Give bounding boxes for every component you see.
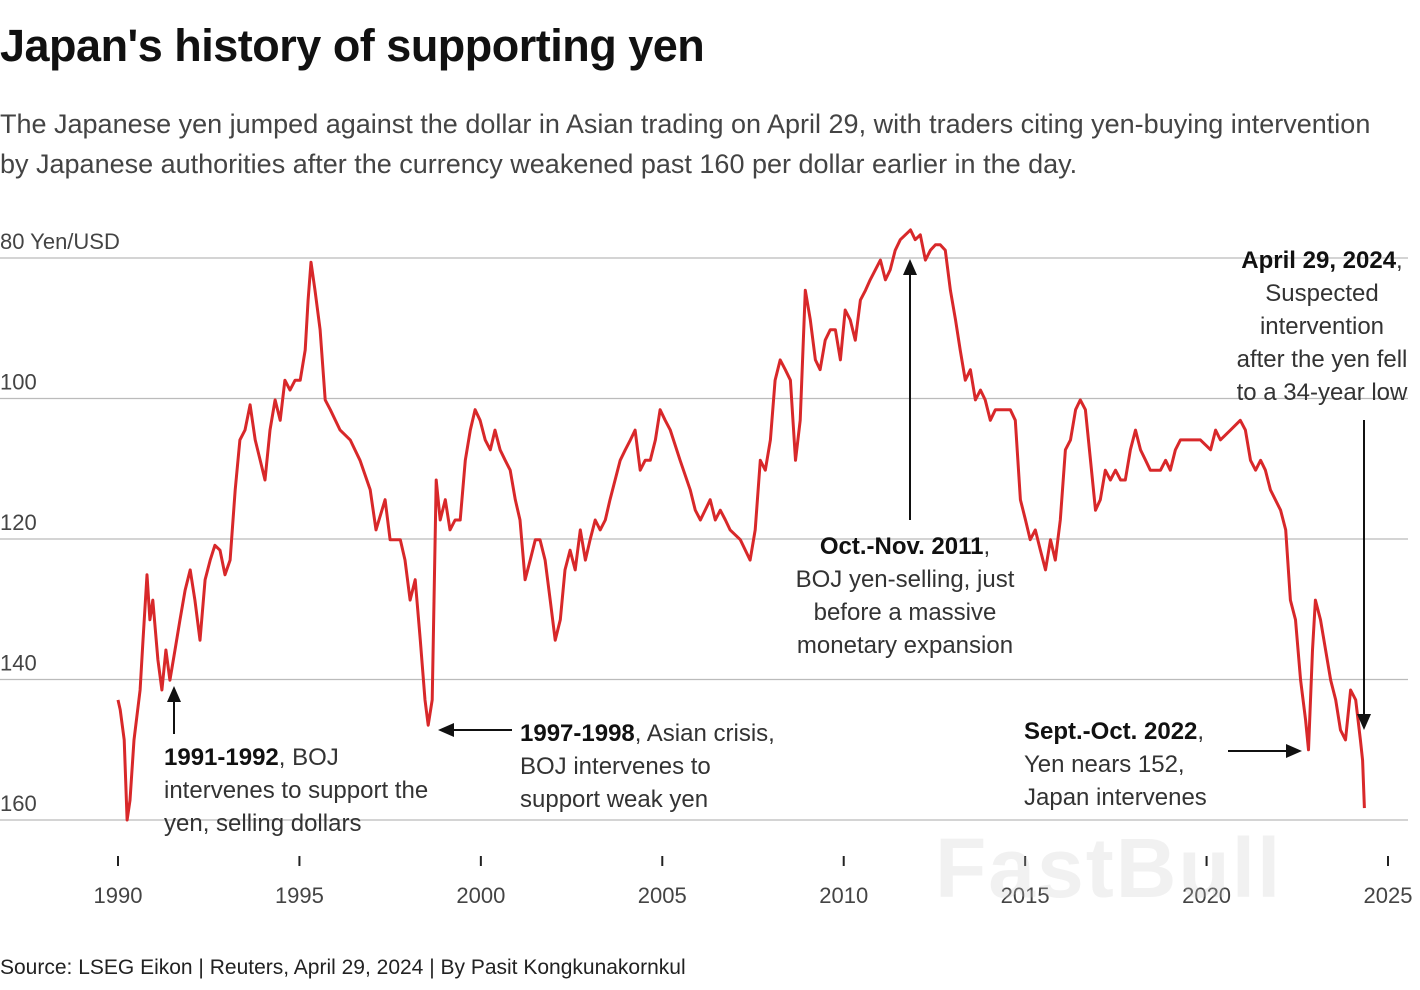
annotation-line: Suspected [1265, 280, 1379, 307]
x-tick-label: 2010 [819, 883, 868, 908]
chart-subtitle: The Japanese yen jumped against the doll… [0, 109, 1371, 179]
annotation-line: monetary expansion [796, 632, 1014, 659]
x-tick-label: 2005 [638, 883, 687, 908]
y-tick-label: 100 [0, 370, 37, 395]
x-tick-label: 2000 [456, 883, 505, 908]
annotation-line: support weak yen [520, 786, 709, 813]
annotation-text: , BOJ [278, 744, 339, 771]
annotation-date: 1997-1998 [520, 720, 635, 747]
annotation-text: , [1197, 718, 1205, 745]
x-tick-label: 2020 [1182, 883, 1231, 908]
arrow-2024 [1357, 420, 1371, 730]
annotation-line: before a massive [813, 599, 997, 626]
annotation-1997-1998: 1997-1998, Asian crisis, BOJ intervenes … [520, 717, 775, 816]
chart-title: Japan's history of supporting yen [0, 20, 705, 71]
annotation-1991-1992: 1991-1992, BOJ intervenes to support the… [164, 741, 428, 840]
watermark-logo: FastBull [935, 821, 1283, 915]
annotation-line: BOJ intervenes to [520, 753, 711, 780]
x-tick-label: 2015 [1001, 883, 1050, 908]
x-tick-label: 2025 [1364, 883, 1413, 908]
annotation-2024: April 29, 2024, Suspected intervention a… [1222, 244, 1420, 409]
y-tick-label: 140 [0, 651, 37, 676]
annotation-line: to a 34-year low [1236, 379, 1408, 406]
annotation-line: Japan intervenes [1024, 784, 1207, 811]
annotation-text: , [983, 533, 991, 560]
annotation-date: 1991-1992 [164, 744, 279, 771]
y-tick-label: 160 [0, 791, 37, 816]
series-line-yen-usd [116, 228, 1366, 822]
x-tick-label: 1995 [275, 883, 324, 908]
annotation-line: intervention [1259, 313, 1385, 340]
annotation-date: Oct.-Nov. 2011 [819, 533, 984, 560]
arrow-2011 [903, 259, 917, 520]
annotation-line: BOJ yen-selling, just [795, 566, 1015, 593]
arrow-1991-1992 [167, 686, 181, 734]
annotation-2011: Oct.-Nov. 2011, BOJ yen-selling, just be… [780, 530, 1030, 662]
annotation-text: , Asian crisis, [634, 720, 775, 747]
annotation-text: , [1396, 247, 1403, 274]
x-tick-label: 1990 [94, 883, 143, 908]
annotation-arrows [167, 259, 1371, 758]
annotation-date: Sept.-Oct. 2022 [1024, 718, 1198, 745]
annotation-line: Yen nears 152, [1024, 751, 1185, 778]
arrow-1997-1998 [438, 723, 512, 737]
y-tick-label: 80 Yen/USD [0, 229, 120, 254]
source-note: Source: LSEG Eikon | Reuters, April 29, … [0, 956, 686, 979]
y-tick-label: 120 [0, 510, 37, 535]
annotation-line: intervenes to support the [164, 777, 429, 804]
annotation-line: yen, selling dollars [164, 810, 362, 837]
annotation-line: after the yen fell [1236, 346, 1408, 373]
arrow-2022 [1228, 744, 1302, 758]
annotation-2022: Sept.-Oct. 2022, Yen nears 152, Japan in… [1024, 715, 1207, 814]
annotation-date: April 29, 2024 [1241, 247, 1397, 274]
